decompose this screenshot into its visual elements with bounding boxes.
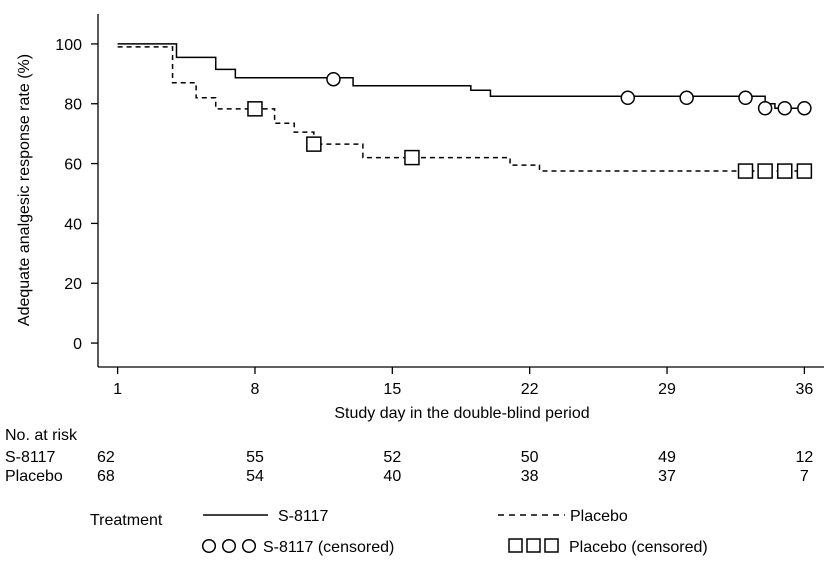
risk-value-placebo: 54	[246, 468, 264, 485]
legend-square-marker	[544, 538, 559, 553]
risk-value-s8117: 52	[383, 449, 401, 466]
risk-value-placebo: 68	[97, 468, 115, 485]
legend-circle-marker	[221, 538, 237, 554]
y-tick-label: 80	[64, 97, 82, 114]
risk-value-placebo: 7	[800, 468, 809, 485]
y-tick-label: 20	[64, 276, 82, 293]
y-tick-label: 40	[64, 216, 82, 233]
risk-value-s8117: 50	[521, 449, 539, 466]
x-tick-label: 1	[113, 381, 122, 398]
y-ticks: 0 20 40 60 80 100	[55, 37, 98, 353]
censor-marker-s8117	[777, 100, 793, 116]
risk-value-s8117: 55	[246, 449, 264, 466]
y-axis-label: Adequate analgesic response rate (%)	[16, 54, 33, 326]
censor-marker-placebo	[247, 101, 263, 117]
y-tick-label: 0	[73, 336, 82, 353]
risk-table: No. at risk S-8117 Placebo 62 55 52 50 49 126…	[5, 427, 813, 485]
legend: Treatment S-8117 Placebo S-8117 (censore…	[90, 508, 708, 556]
censor-marker-placebo	[737, 163, 754, 179]
legend-circle-marker	[201, 538, 217, 554]
censor-marker-s8117	[757, 100, 773, 116]
legend-square-marker	[508, 538, 523, 553]
risk-value-placebo: 38	[521, 468, 539, 485]
risk-value-s8117: 49	[658, 449, 676, 466]
censor-marker-placebo	[777, 163, 793, 179]
legend-title: Treatment	[90, 512, 163, 529]
censor-marker-placebo	[757, 163, 773, 179]
censor-marker-placebo	[796, 163, 813, 179]
risk-value-s8117: 12	[795, 449, 813, 466]
x-tick-label: 15	[383, 381, 401, 398]
censor-marker-s8117	[738, 90, 753, 106]
legend-circle-marker	[241, 538, 257, 554]
legend-swatch-s8117-censored	[201, 538, 257, 554]
x-tick-label: 8	[251, 381, 260, 398]
censor-marker-s8117	[797, 100, 812, 116]
censor-marker-placebo	[404, 149, 420, 166]
x-tick-label: 36	[795, 381, 813, 398]
series-line-s8117	[117, 43, 805, 109]
risk-value-s8117: 62	[97, 449, 115, 466]
legend-label-placebo: Placebo	[570, 508, 628, 525]
y-tick-label: 100	[55, 37, 82, 54]
x-ticks: 1 8 15 22 29 36	[113, 367, 813, 398]
risk-table-title: No. at risk	[5, 427, 78, 444]
x-tick-label: 22	[521, 381, 539, 398]
censor-marker-placebo	[306, 136, 322, 152]
legend-square-marker	[526, 538, 541, 553]
risk-row-label-s8117: S-8117	[5, 449, 56, 466]
legend-label-s8117-censored: S-8117 (censored)	[263, 539, 394, 556]
censor-marker-s8117	[679, 90, 694, 106]
series-layer	[117, 43, 813, 179]
x-axis-label: Study day in the double-blind period	[334, 405, 589, 422]
censor-marker-s8117	[620, 90, 636, 106]
risk-values: 62 55 52 50 49 12 68 54 40 38 37 7	[97, 449, 813, 485]
censor-marker-s8117	[326, 71, 341, 87]
legend-label-s8117: S-8117	[278, 508, 329, 525]
risk-value-placebo: 40	[383, 468, 401, 485]
risk-value-placebo: 37	[658, 468, 676, 485]
legend-label-placebo-censored: Placebo (censored)	[569, 539, 708, 556]
y-tick-label: 60	[64, 157, 82, 174]
series-line-placebo	[117, 46, 805, 172]
legend-swatch-placebo-censored	[508, 538, 559, 553]
risk-row-label-placebo: Placebo	[5, 468, 63, 485]
x-tick-label: 29	[658, 381, 676, 398]
